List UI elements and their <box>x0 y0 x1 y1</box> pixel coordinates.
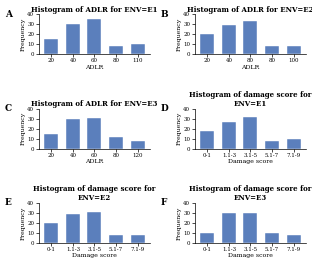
Y-axis label: Frequency: Frequency <box>177 112 182 145</box>
Bar <box>286 46 300 54</box>
X-axis label: Damage score: Damage score <box>228 253 273 258</box>
Text: F: F <box>161 198 167 207</box>
Y-axis label: Frequency: Frequency <box>21 206 26 239</box>
Bar <box>109 46 123 54</box>
Bar <box>66 24 80 54</box>
Bar <box>243 21 257 54</box>
X-axis label: ADLR: ADLR <box>85 159 104 164</box>
Title: Histogram of ADLR for ENV=E1: Histogram of ADLR for ENV=E1 <box>31 6 158 13</box>
Bar <box>66 119 80 149</box>
Title: Histogram of damage score for
ENV=E1: Histogram of damage score for ENV=E1 <box>189 91 312 108</box>
Title: Histogram of ADLR for ENV=E3: Histogram of ADLR for ENV=E3 <box>31 100 158 108</box>
Y-axis label: Frequency: Frequency <box>177 206 182 239</box>
Title: Histogram of ADLR for ENV=E2: Histogram of ADLR for ENV=E2 <box>187 6 312 13</box>
Bar <box>200 34 214 54</box>
Y-axis label: Frequency: Frequency <box>21 18 26 51</box>
Bar <box>265 141 279 149</box>
Title: Histogram of damage score for
ENV=E3: Histogram of damage score for ENV=E3 <box>189 185 312 202</box>
Bar <box>222 25 236 54</box>
Y-axis label: Frequency: Frequency <box>177 18 182 51</box>
Text: E: E <box>5 198 12 207</box>
Bar <box>87 118 101 149</box>
Bar <box>109 136 123 149</box>
Text: A: A <box>5 10 12 18</box>
Y-axis label: Frequency: Frequency <box>21 112 26 145</box>
Bar <box>130 44 144 54</box>
Text: D: D <box>161 104 169 113</box>
Bar <box>44 134 58 149</box>
Bar <box>243 213 257 243</box>
Bar <box>200 233 214 243</box>
Bar <box>87 19 101 54</box>
Bar <box>130 235 144 243</box>
Bar <box>286 139 300 149</box>
Bar <box>66 214 80 243</box>
Bar <box>265 233 279 243</box>
Text: C: C <box>5 104 12 113</box>
Bar <box>44 223 58 243</box>
Bar <box>222 122 236 149</box>
Bar <box>243 117 257 149</box>
Title: Histogram of damage score for
ENV=E2: Histogram of damage score for ENV=E2 <box>33 185 156 202</box>
Bar <box>222 213 236 243</box>
Bar <box>200 131 214 149</box>
Text: B: B <box>161 10 168 18</box>
X-axis label: ADLR: ADLR <box>85 65 104 70</box>
Bar <box>87 212 101 243</box>
X-axis label: Damage score: Damage score <box>228 159 273 164</box>
Bar <box>265 46 279 54</box>
Bar <box>130 141 144 149</box>
Bar <box>286 235 300 243</box>
Bar <box>109 235 123 243</box>
Bar <box>44 39 58 54</box>
X-axis label: Damage score: Damage score <box>72 253 117 258</box>
X-axis label: ADLR: ADLR <box>241 65 260 70</box>
